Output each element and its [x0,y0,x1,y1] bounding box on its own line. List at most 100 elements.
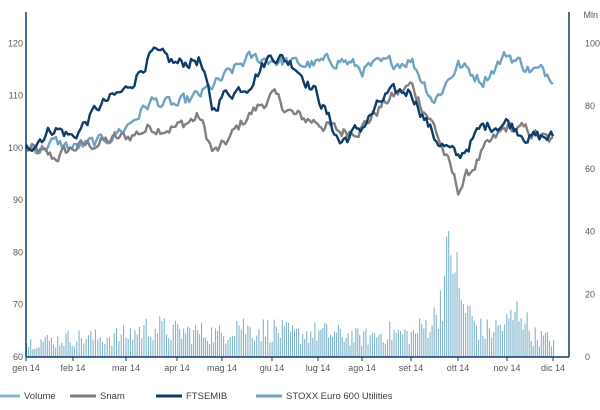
volume-bar [391,340,393,357]
volume-bar [245,334,247,357]
volume-bar [524,323,526,357]
x-tick-label: apr 14 [164,363,190,373]
volume-bar [67,331,69,357]
volume-bar [99,336,101,357]
volume-bar [218,325,221,357]
volume-bar [482,335,484,357]
volume-bar [471,316,473,357]
volume-bar [345,337,347,357]
volume-bar [289,331,292,357]
volume-bar [429,332,431,357]
volume-bar [134,330,136,357]
axes: 60 70 80 90 100 110 120 0 20 40 60 80 100 gen 14 feb 1… [8,12,600,373]
volume-bar [495,319,497,357]
volume-bar [183,328,185,357]
volume-bar [318,330,320,357]
x-tick-label: nov 14 [493,363,520,373]
legend: Volume Snam FTSEMIB STOXX Euro 600 Utilitie… [0,391,393,402]
right-tick-label: 20 [585,289,595,299]
volume-bar [116,327,118,357]
series-line-stoxx-euro-600-utilities [24,50,554,155]
volume-bar [365,328,367,357]
volume-bar [316,340,318,357]
volume-bar [260,340,262,357]
volume-bar [504,324,506,357]
volume-bar [240,329,242,357]
x-tick-label: feb 14 [60,363,85,373]
volume-bar [536,339,538,357]
volume-bar [532,346,534,357]
volume-bar [223,336,225,357]
series-line-ftsemib [24,46,555,160]
left-tick-label: 110 [9,91,23,101]
legend-label-stoxx: STOXX Euro 600 Utilities [286,391,393,402]
volume-bar [530,340,532,357]
volume-bar [310,331,312,357]
volume-bar [520,318,522,357]
volume-bar [300,344,302,357]
volume-bar [36,347,38,357]
volume-bar [397,329,399,357]
volume-bar [312,338,314,357]
volume-bar [522,329,524,357]
volume-bar [475,326,478,357]
volume-bar [138,326,140,357]
volume-bar [48,340,50,357]
volume-bar [393,330,395,357]
volume-bar [208,344,211,357]
volume-bar [331,336,334,357]
volume-bar [113,332,115,357]
volume-bar [111,345,113,357]
volume-bar [285,321,287,357]
volume-bar [308,343,310,357]
volume-bar [229,337,231,357]
volume-bar [287,322,289,357]
volume-bar [408,344,410,357]
volume-bar [32,349,34,357]
volume-bar [46,334,48,357]
volume-bar [458,287,460,357]
volume-bar [514,311,516,357]
volume-bar [452,273,454,357]
volume-bar [534,327,536,357]
volume-bar [199,334,201,357]
volume-bar [467,305,469,357]
volume-bar [376,337,378,357]
right-axis-unit: Mln [583,10,598,20]
volume-bar [508,318,510,357]
volume-bar [191,343,193,357]
volume-bar [154,328,156,357]
volume-bar [238,325,240,357]
volume-bar [195,324,197,357]
volume-bar [423,328,425,357]
volume-bars [26,231,555,357]
volume-bar [269,342,271,357]
x-tick-label: mar 14 [112,363,140,373]
volume-bar [172,324,174,357]
volume-bar [165,334,168,357]
volume-bar [335,332,337,357]
volume-bar [249,327,251,357]
volume-bar [90,331,92,357]
volume-bar [501,330,503,357]
volume-bar [177,324,179,357]
volume-bar [291,325,294,357]
volume-bar [548,340,551,357]
volume-bar [431,325,433,357]
volume-bar [296,328,298,357]
volume-bar [104,344,106,357]
volume-bar [382,342,384,357]
volume-bar [253,340,256,357]
volume-bar [444,275,446,357]
volume-bar [59,345,61,357]
volume-bar [333,331,335,357]
right-tick-label: 40 [585,227,595,237]
volume-bar [528,330,530,357]
volume-bar [386,339,389,357]
volume-bar [499,324,501,357]
volume-bar [214,328,217,357]
volume-bar [404,329,406,357]
volume-bar [357,328,359,357]
volume-bar [123,325,125,357]
